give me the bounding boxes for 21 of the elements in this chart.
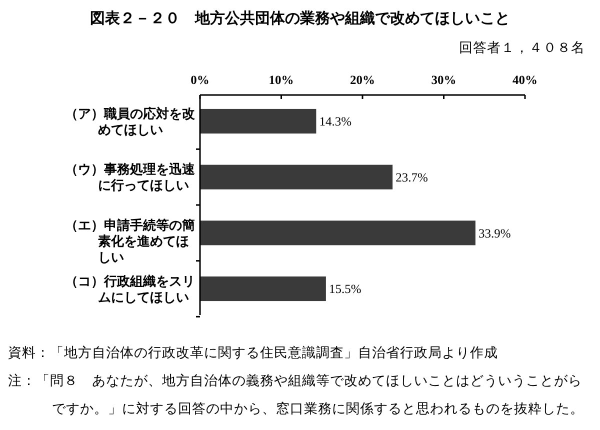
- x-tick-label: 10%: [268, 73, 294, 87]
- chart-title: 図表２－２０ 地方公共団体の業務や組織で改めてほしいこと: [90, 9, 510, 27]
- y-tick-label: （ア）職員の応対を改めてほしい: [65, 106, 196, 138]
- data-label: 14.3%: [319, 114, 352, 129]
- bar: [200, 108, 316, 134]
- x-tick-label: 20%: [350, 73, 375, 87]
- x-tick-label: 0%: [190, 73, 210, 87]
- bar: [200, 220, 476, 246]
- y-tick-label: （ウ）事務処理を迅速に行ってほしい: [65, 162, 196, 194]
- bar: [200, 164, 393, 190]
- y-tick-label: （エ）申請手続等の簡素化を進めてほしい: [65, 217, 195, 266]
- data-label: 15.5%: [328, 282, 362, 296]
- x-tick-label: 30%: [431, 73, 456, 87]
- y-tick-label: （コ）行政組織をスリムにしてほしい: [65, 273, 195, 306]
- text: 資料：「地方自治体の行政改革に関する住民意識調査」自治省行政局より作成: [8, 345, 498, 361]
- chart-subtitle: 回答者１，４０８名: [459, 40, 585, 56]
- data-label: 23.7%: [396, 170, 428, 184]
- text: 注：「問８ あなたが、地方自治体の義務や組織等で改めてほしいことはどういうことがらですか。」に対する回答の中から、窓口業務に関係すると思われるものを抜粋した。: [8, 373, 584, 417]
- data-label: 33.9%: [478, 226, 511, 240]
- x-tick-label: 40%: [512, 73, 538, 87]
- bar: [200, 276, 326, 302]
